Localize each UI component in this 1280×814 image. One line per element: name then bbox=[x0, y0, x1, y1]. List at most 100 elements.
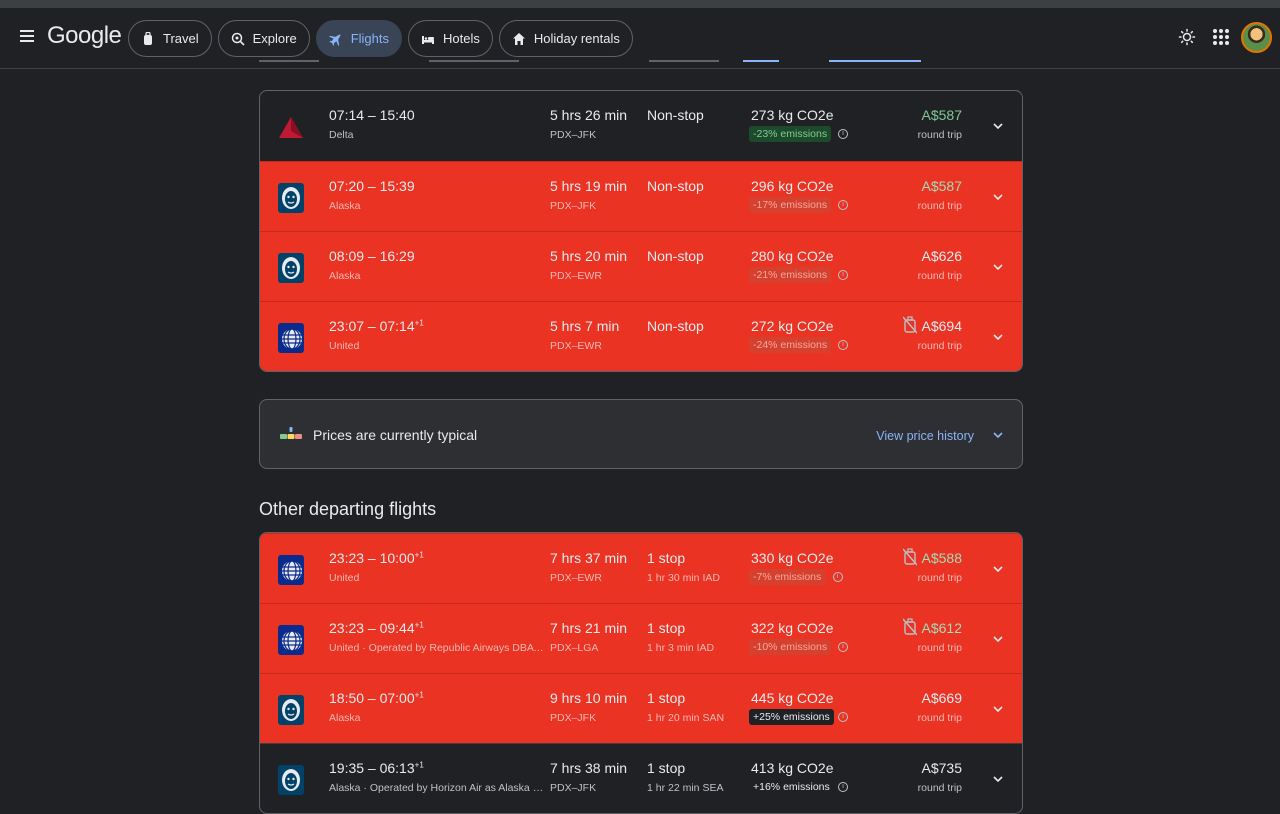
stops-count: Non-stop bbox=[647, 248, 704, 264]
expand-chevron-icon[interactable] bbox=[992, 260, 1004, 272]
top-bar: Google Travel Explore Flights Hotels Hol… bbox=[0, 8, 1280, 69]
flight-times: 23:23 – 09:44+1 bbox=[329, 620, 424, 636]
flight-price: A$612 bbox=[921, 620, 962, 636]
price-note: round trip bbox=[917, 129, 962, 141]
airline-logo bbox=[278, 183, 304, 213]
flight-duration: 7 hrs 21 min bbox=[550, 620, 628, 636]
info-icon[interactable]: i bbox=[838, 712, 848, 722]
flight-row[interactable]: 18:50 – 07:00+1 Alaska 9 hrs 10 min PDX–JFK… bbox=[260, 673, 1022, 743]
info-icon[interactable]: i bbox=[838, 270, 848, 280]
no-carry-on-icon bbox=[902, 316, 918, 334]
tab-label: Holiday rentals bbox=[533, 31, 620, 46]
tab-label: Flights bbox=[350, 31, 390, 46]
airline-name: Delta bbox=[329, 129, 354, 141]
stop-detail: 1 hr 20 min SAN bbox=[647, 712, 725, 724]
explore-icon bbox=[231, 32, 245, 46]
tab-label: Explore bbox=[252, 31, 297, 46]
flight-duration: 9 hrs 10 min bbox=[550, 690, 628, 706]
expand-chevron-icon[interactable] bbox=[992, 190, 1004, 202]
co2-amount: 280 kg CO2e bbox=[751, 248, 834, 264]
info-icon[interactable]: i bbox=[832, 572, 843, 582]
arrival-day-offset: +1 bbox=[414, 318, 424, 328]
flight-route: PDX–EWR bbox=[550, 340, 602, 352]
info-icon[interactable]: i bbox=[838, 129, 848, 139]
flight-row[interactable]: 23:23 – 09:44+1 United · Operated by Repu… bbox=[260, 603, 1022, 673]
emissions-badge: -23% emissions bbox=[749, 126, 832, 142]
home-icon bbox=[512, 32, 525, 45]
info-icon[interactable]: i bbox=[838, 642, 848, 652]
expand-chevron-icon[interactable] bbox=[992, 119, 1004, 131]
flight-row[interactable]: 07:14 – 15:40 Delta 5 hrs 26 min PDX–JFK Non… bbox=[260, 91, 1022, 161]
main-menu-button[interactable] bbox=[16, 27, 38, 49]
flight-row[interactable]: 08:09 – 16:29 Alaska 5 hrs 20 min PDX–EWR No… bbox=[260, 231, 1022, 301]
expand-chevron-icon[interactable] bbox=[992, 562, 1004, 574]
flight-duration: 7 hrs 37 min bbox=[550, 550, 628, 566]
airline-logo bbox=[278, 625, 304, 655]
flight-times: 19:35 – 06:13+1 bbox=[329, 760, 424, 776]
stop-detail: 1 hr 30 min IAD bbox=[647, 572, 720, 584]
airline-logo bbox=[278, 695, 304, 725]
departure-arrival-time: 07:20 – 15:39 bbox=[329, 178, 415, 194]
airline-name: Alaska bbox=[329, 712, 361, 724]
stop-detail: 1 hr 3 min IAD bbox=[647, 642, 715, 654]
departure-arrival-time: 18:50 – 07:00 bbox=[329, 690, 415, 706]
no-carry-on-icon bbox=[902, 548, 918, 566]
info-icon[interactable]: i bbox=[838, 782, 848, 792]
stops-count: 1 stop bbox=[647, 690, 686, 706]
arrival-day-offset: +1 bbox=[414, 620, 424, 630]
tab-travel[interactable]: Travel bbox=[128, 20, 212, 57]
airline-logo bbox=[278, 323, 304, 353]
hotel-icon bbox=[422, 35, 435, 44]
expand-chevron-icon[interactable] bbox=[992, 330, 1004, 342]
expand-chevron-icon[interactable] bbox=[992, 702, 1004, 714]
tab-explore[interactable]: Explore bbox=[217, 20, 310, 57]
chevron-down-icon[interactable] bbox=[992, 429, 1004, 441]
expand-chevron-icon[interactable] bbox=[992, 772, 1004, 784]
co2-amount: 272 kg CO2e bbox=[751, 318, 834, 334]
tab-hotels[interactable]: Hotels bbox=[408, 20, 493, 57]
emissions-badge: -21% emissions bbox=[749, 267, 832, 283]
flight-route: PDX–JFK bbox=[550, 200, 597, 212]
view-price-history-link[interactable]: View price history bbox=[876, 429, 974, 443]
price-note: round trip bbox=[917, 340, 962, 352]
account-avatar[interactable] bbox=[1241, 22, 1272, 53]
flight-duration: 5 hrs 19 min bbox=[550, 178, 628, 194]
arrival-day-offset: +1 bbox=[414, 550, 424, 560]
tab-label: Hotels bbox=[443, 31, 480, 46]
emissions-badge: -10% emissions bbox=[749, 639, 832, 655]
flight-row[interactable]: 19:35 – 06:13+1 Alaska · Operated by Hori… bbox=[260, 743, 1022, 813]
cropped-filter-row bbox=[259, 56, 1023, 70]
other-flights-list: 23:23 – 10:00+1 United 7 hrs 37 min PDX–EWR… bbox=[259, 532, 1023, 814]
flight-price: A$587 bbox=[921, 178, 962, 194]
co2-amount: 330 kg CO2e bbox=[751, 550, 834, 566]
airline-logo bbox=[278, 765, 304, 795]
flight-price: A$735 bbox=[921, 760, 962, 776]
emissions-badge: -7% emissions bbox=[749, 569, 826, 585]
google-logo[interactable]: Google bbox=[47, 22, 122, 49]
info-icon[interactable]: i bbox=[838, 200, 848, 210]
tab-holiday-rentals[interactable]: Holiday rentals bbox=[498, 20, 633, 57]
flight-duration: 5 hrs 26 min bbox=[550, 107, 628, 123]
apps-grid-icon[interactable] bbox=[1213, 29, 1229, 45]
co2-amount: 296 kg CO2e bbox=[751, 178, 834, 194]
airline-logo bbox=[278, 555, 304, 585]
co2-amount: 445 kg CO2e bbox=[751, 690, 834, 706]
price-note: round trip bbox=[917, 572, 962, 584]
tab-label: Travel bbox=[163, 31, 199, 46]
flight-row[interactable]: 23:23 – 10:00+1 United 7 hrs 37 min PDX–EWR… bbox=[260, 533, 1022, 603]
price-note: round trip bbox=[917, 642, 962, 654]
info-icon[interactable]: i bbox=[838, 340, 848, 350]
co2-amount: 413 kg CO2e bbox=[751, 760, 834, 776]
flight-row[interactable]: 07:20 – 15:39 Alaska 5 hrs 19 min PDX–JFK No… bbox=[260, 161, 1022, 231]
other-flights-heading: Other departing flights bbox=[259, 499, 437, 519]
airline-name: United bbox=[329, 572, 360, 584]
price-insight-card[interactable]: Prices are currently typical View price … bbox=[259, 399, 1023, 469]
expand-chevron-icon[interactable] bbox=[992, 632, 1004, 644]
price-note: round trip bbox=[917, 782, 962, 794]
flight-route: PDX–LGA bbox=[550, 642, 599, 654]
theme-icon[interactable] bbox=[1178, 28, 1196, 46]
flight-row[interactable]: 23:07 – 07:14+1 United 5 hrs 7 min PDX–EWR N… bbox=[260, 301, 1022, 371]
flight-price: A$626 bbox=[921, 248, 962, 264]
tab-flights[interactable]: Flights bbox=[315, 20, 403, 57]
flight-times: 23:07 – 07:14+1 bbox=[329, 318, 424, 334]
